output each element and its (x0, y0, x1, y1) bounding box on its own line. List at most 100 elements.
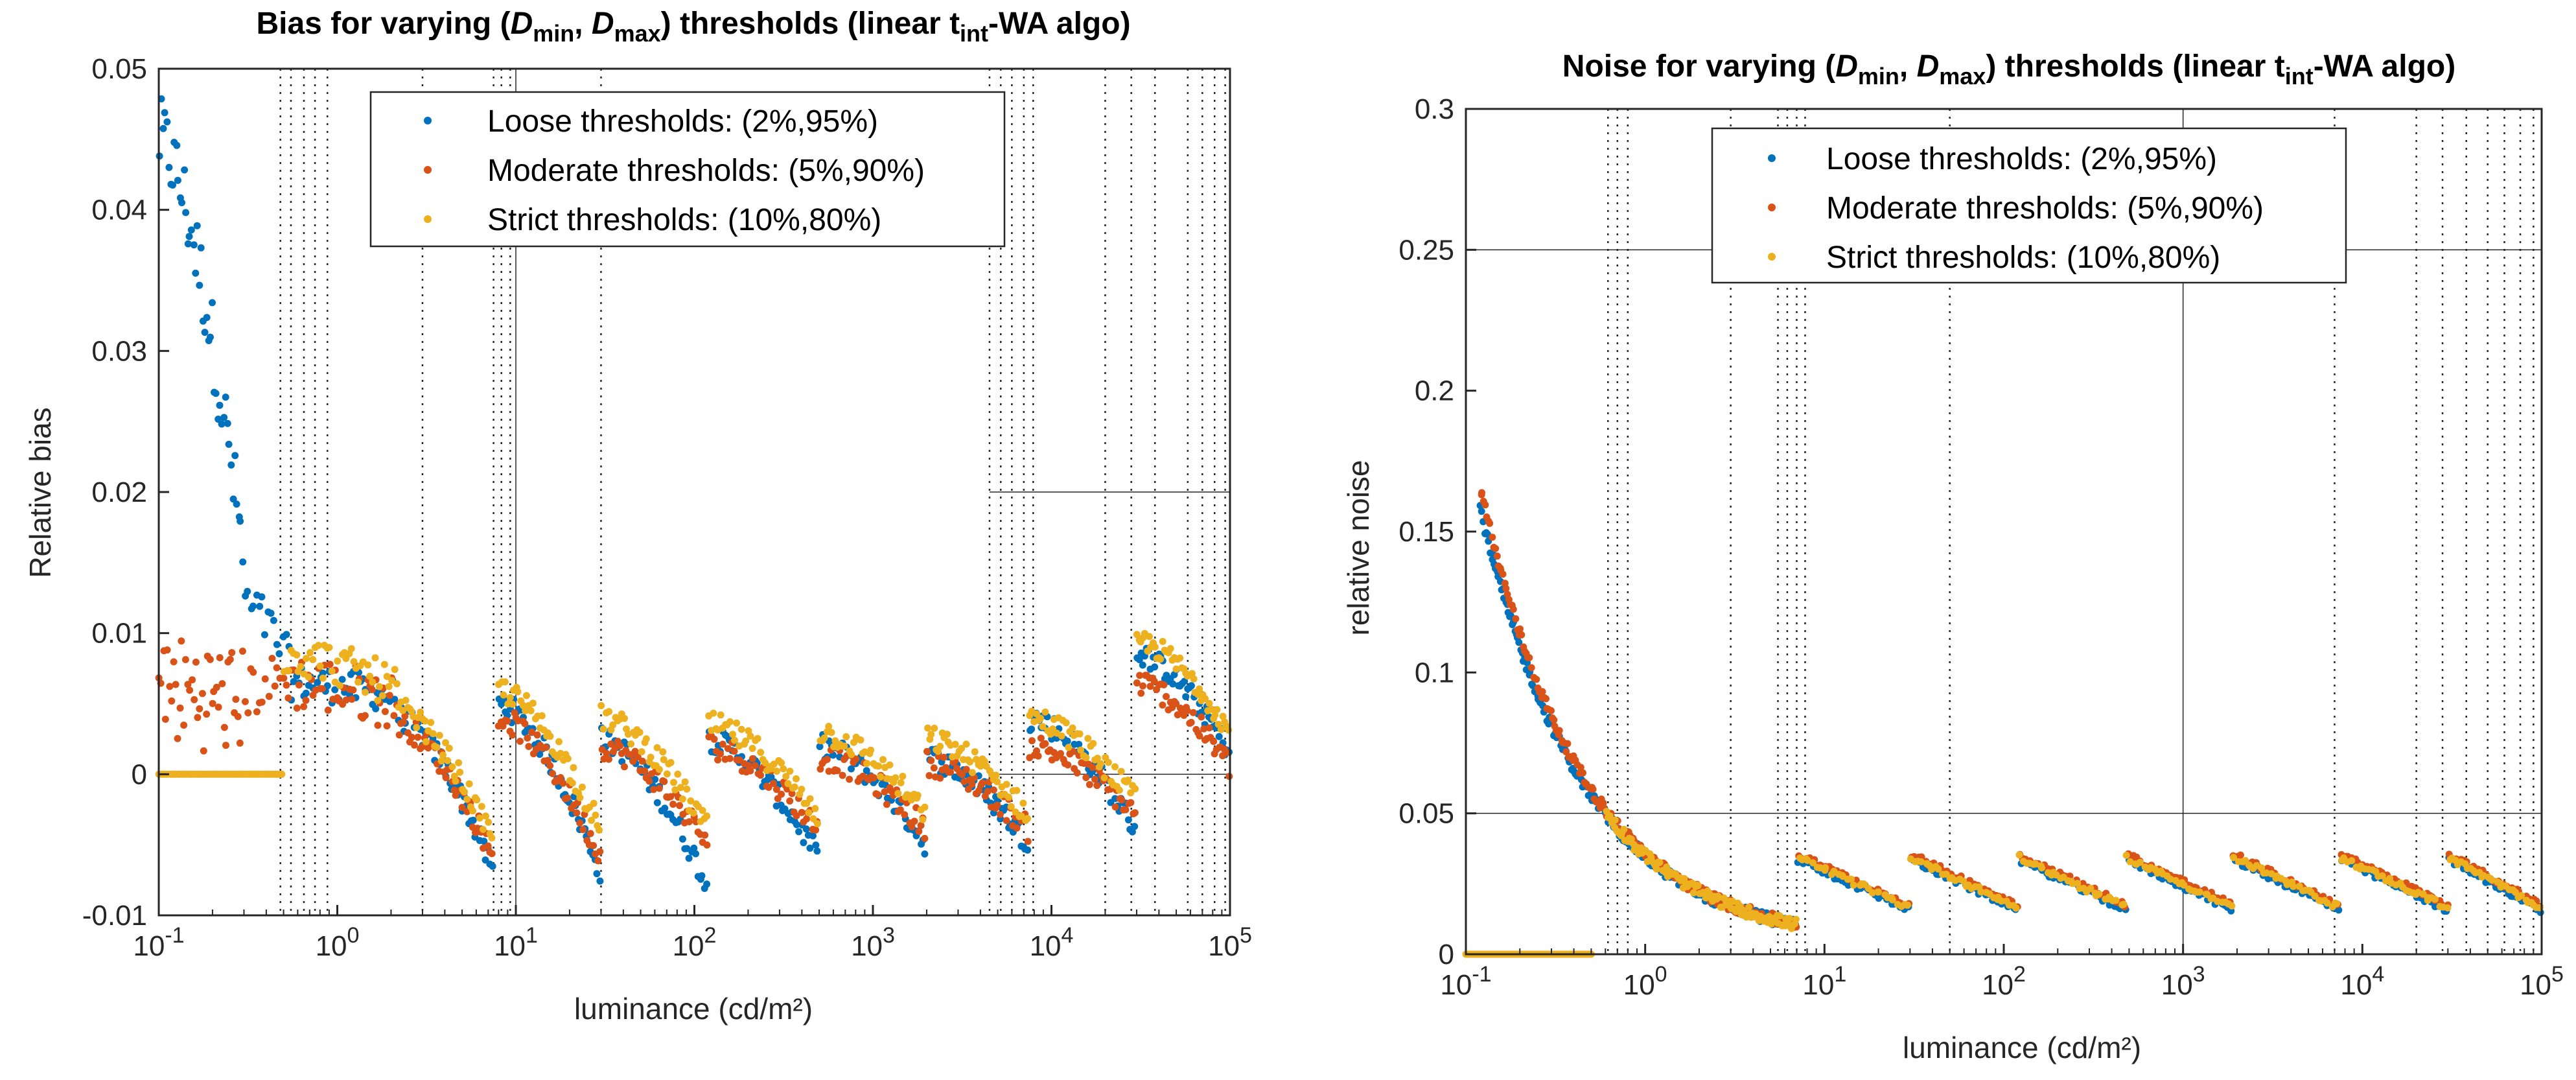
bias-point-strict (636, 729, 644, 736)
bias-point-loose (1024, 847, 1031, 854)
bias-point-strict (379, 692, 386, 699)
bias-point-moderate (839, 772, 846, 779)
bias-point-moderate (509, 731, 516, 738)
bias-point-strict (966, 758, 973, 766)
noise-legend-marker-moderate (1768, 204, 1776, 211)
bias-point-moderate (485, 843, 492, 850)
bias-point-strict (931, 725, 938, 732)
bias-point-moderate (594, 857, 601, 864)
bias-point-strict (473, 796, 480, 803)
noise-point-moderate (1518, 631, 1525, 639)
bias-point-moderate (911, 817, 918, 825)
bias-point-strict (1065, 744, 1072, 751)
bias-point-loose (249, 603, 257, 610)
bias-point-strict (1063, 720, 1070, 727)
bias-point-strict (738, 726, 745, 733)
bias-point-strict (354, 679, 362, 686)
noise-y-tick-label: 0 (1439, 939, 1454, 970)
bias-point-moderate (253, 709, 261, 716)
bias-point-moderate (1137, 690, 1144, 697)
bias-point-strict (523, 692, 530, 699)
bias-point-loose (209, 299, 216, 306)
bias-point-strict (444, 757, 451, 764)
noise-point-strict (2096, 891, 2103, 898)
bias-y-tick-label: 0.04 (91, 194, 147, 226)
bias-point-moderate (786, 797, 793, 804)
bias-point-strict (1019, 800, 1027, 807)
noise-point-moderate (1526, 654, 1533, 661)
bias-point-moderate (1118, 797, 1125, 804)
noise-point-strict (1786, 915, 1793, 922)
bias-point-strict (1084, 735, 1091, 742)
bias-point-strict (436, 732, 443, 739)
bias-point-moderate (824, 756, 831, 763)
figure: Bias for varying (Dmin, Dmax) thresholds… (0, 0, 2576, 1080)
noise-point-strict (1776, 912, 1783, 919)
bias-point-strict (656, 766, 663, 773)
bias-point-moderate (242, 698, 249, 705)
bias-point-strict (936, 743, 944, 750)
bias-point-moderate (616, 742, 623, 749)
bias-point-strict (600, 725, 607, 733)
bias-y-tick-label: -0.01 (82, 900, 147, 932)
bias-y-tick-label: 0.03 (91, 335, 147, 367)
bias-chart: Bias for varying (Dmin, Dmax) thresholds… (23, 6, 1252, 1026)
bias-point-strict (898, 779, 905, 786)
bias-point-moderate (641, 768, 648, 775)
bias-point-moderate (1188, 719, 1195, 726)
bias-point-moderate (546, 762, 553, 769)
bias-point-loose (1028, 725, 1035, 733)
bias-point-strict (971, 748, 979, 755)
noise-point-moderate (1510, 605, 1517, 613)
bias-point-loose (489, 863, 496, 870)
bias-point-loose (192, 270, 199, 277)
bias-point-moderate (362, 712, 369, 719)
bias-point-moderate (186, 687, 193, 694)
bias-point-strict (1058, 733, 1065, 740)
bias-point-moderate (319, 685, 326, 692)
bias-point-moderate (207, 656, 214, 663)
noise-point-moderate (1579, 769, 1586, 777)
bias-point-moderate (390, 712, 397, 719)
bias-point-moderate (725, 745, 732, 752)
bias-legend-loose: Loose thresholds: (2%,95%) (487, 104, 878, 139)
bias-point-loose (196, 282, 203, 289)
bias-point-moderate (726, 755, 734, 762)
bias-point-strict (814, 820, 821, 827)
bias-point-moderate (200, 747, 207, 755)
bias-point-loose (194, 222, 201, 229)
bias-point-moderate (369, 686, 376, 693)
bias-point-moderate (621, 763, 628, 770)
noise-x-tick-label: 103 (2161, 962, 2205, 1001)
bias-point-strict (1131, 785, 1139, 792)
bias-x-axis-label: luminance (cd/m²) (574, 992, 813, 1026)
bias-point-moderate (235, 713, 242, 720)
bias-point-loose (261, 631, 268, 639)
bias-point-strict (1167, 645, 1174, 652)
bias-point-loose (233, 500, 240, 508)
noise-point-strict (1653, 865, 1660, 873)
bias-point-strict (944, 731, 951, 738)
bias-point-strict (1041, 709, 1049, 716)
bias-point-strict (924, 725, 931, 732)
bias-point-moderate (717, 750, 724, 757)
bias-point-moderate (803, 816, 810, 823)
bias-point-loose (1188, 682, 1195, 689)
bias-legend-marker-loose (424, 117, 432, 124)
noise-point-moderate (1481, 501, 1489, 508)
bias-point-moderate (576, 819, 583, 827)
bias-point-loose (227, 462, 235, 469)
bias-point-moderate (870, 774, 877, 781)
bias-point-strict (1152, 644, 1159, 651)
bias-point-strict (1069, 725, 1076, 732)
bias-point-moderate (1198, 714, 1205, 721)
bias-point-strict (466, 781, 473, 788)
bias-point-moderate (228, 649, 235, 656)
bias-point-strict (480, 826, 487, 833)
bias-point-strict (391, 666, 399, 673)
bias-point-moderate (676, 802, 683, 809)
bias-point-strict (1159, 638, 1166, 645)
noise-x-tick-label: 104 (2340, 962, 2384, 1001)
bias-point-strict (677, 784, 684, 791)
bias-point-strict (446, 745, 453, 752)
